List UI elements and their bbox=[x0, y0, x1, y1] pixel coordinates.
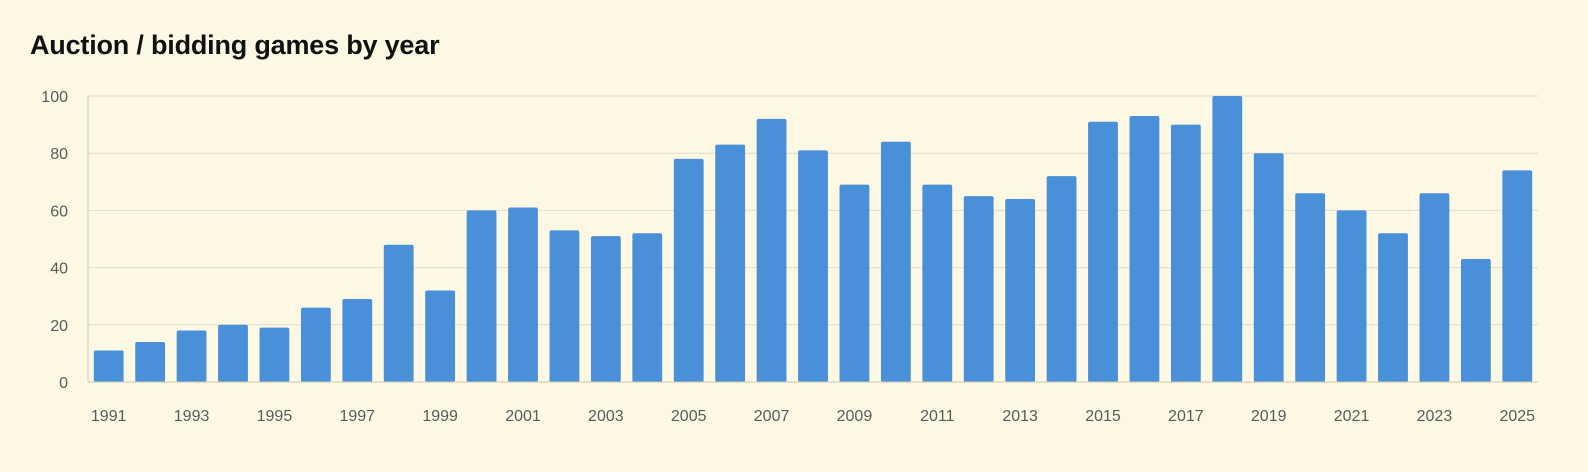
y-tick-label: 80 bbox=[50, 146, 68, 163]
x-tick-label: 2025 bbox=[1499, 408, 1535, 425]
x-tick-label: 1993 bbox=[174, 408, 210, 425]
bar-1994 bbox=[218, 324, 248, 382]
bar-1995 bbox=[259, 327, 290, 382]
y-tick-label: 100 bbox=[41, 89, 68, 106]
x-tick-label: 2019 bbox=[1251, 408, 1287, 425]
bar-1998 bbox=[383, 244, 414, 382]
bars bbox=[93, 96, 1533, 383]
bar-2021 bbox=[1336, 210, 1367, 382]
bar-1997 bbox=[342, 299, 373, 382]
x-tick-label: 2021 bbox=[1334, 408, 1370, 425]
x-tick-label: 2009 bbox=[837, 408, 873, 425]
bar-2020 bbox=[1295, 193, 1326, 382]
x-tick-label: 2023 bbox=[1417, 408, 1453, 425]
bar-2008 bbox=[798, 150, 828, 382]
bar-2009 bbox=[839, 184, 870, 382]
y-tick-label: 40 bbox=[50, 261, 68, 278]
x-tick-label: 2003 bbox=[588, 408, 624, 425]
bar-2019 bbox=[1253, 153, 1284, 382]
bar-2025 bbox=[1502, 170, 1533, 382]
bar-2011 bbox=[922, 184, 953, 382]
bar-2010 bbox=[880, 141, 911, 382]
x-tick-label: 2011 bbox=[920, 408, 955, 425]
bar-2006 bbox=[715, 144, 746, 382]
x-tick-label: 1997 bbox=[339, 408, 375, 425]
bar-2018 bbox=[1212, 96, 1243, 382]
bar-2022 bbox=[1378, 233, 1408, 382]
x-tick-label: 2013 bbox=[1002, 408, 1038, 425]
bar-2000 bbox=[466, 210, 497, 382]
bar-2016 bbox=[1129, 116, 1160, 383]
bar-2007 bbox=[756, 118, 787, 382]
x-tick-label: 2015 bbox=[1085, 408, 1121, 425]
bar-2015 bbox=[1088, 121, 1118, 383]
y-tick-label: 20 bbox=[50, 318, 68, 335]
y-tick-label: 0 bbox=[59, 375, 68, 392]
y-tick-label: 60 bbox=[50, 203, 68, 220]
axes: 0 20 40 60 80 100 1991 1993 1995 1997 1999 2001 2003… bbox=[41, 89, 1538, 425]
bar-1991 bbox=[93, 350, 124, 382]
bar-1992 bbox=[135, 341, 166, 382]
bar-2023 bbox=[1419, 193, 1450, 382]
bar-2024 bbox=[1460, 259, 1491, 382]
bar-1993 bbox=[176, 330, 207, 382]
bar-1999 bbox=[425, 290, 456, 382]
bar-2005 bbox=[673, 158, 704, 382]
x-tick-label: 1991 bbox=[91, 408, 127, 425]
bar-2013 bbox=[1005, 198, 1036, 382]
x-tick-label: 2007 bbox=[754, 408, 790, 425]
x-tick-label: 1999 bbox=[422, 408, 458, 425]
x-tick-label: 2001 bbox=[505, 408, 541, 425]
x-tick-label: 2017 bbox=[1168, 408, 1204, 425]
bar-2003 bbox=[590, 236, 621, 382]
bar-2017 bbox=[1170, 124, 1201, 382]
bar-2014 bbox=[1046, 176, 1077, 382]
bar-2001 bbox=[508, 207, 538, 382]
bar-2002 bbox=[549, 230, 580, 382]
chart-title: Auction / bidding games by year bbox=[30, 30, 440, 60]
x-tick-label: 1995 bbox=[257, 408, 293, 425]
bar-1996 bbox=[300, 307, 331, 382]
x-tick-label: 2005 bbox=[671, 408, 707, 425]
bar-2012 bbox=[963, 196, 994, 382]
bar-2004 bbox=[632, 233, 663, 382]
